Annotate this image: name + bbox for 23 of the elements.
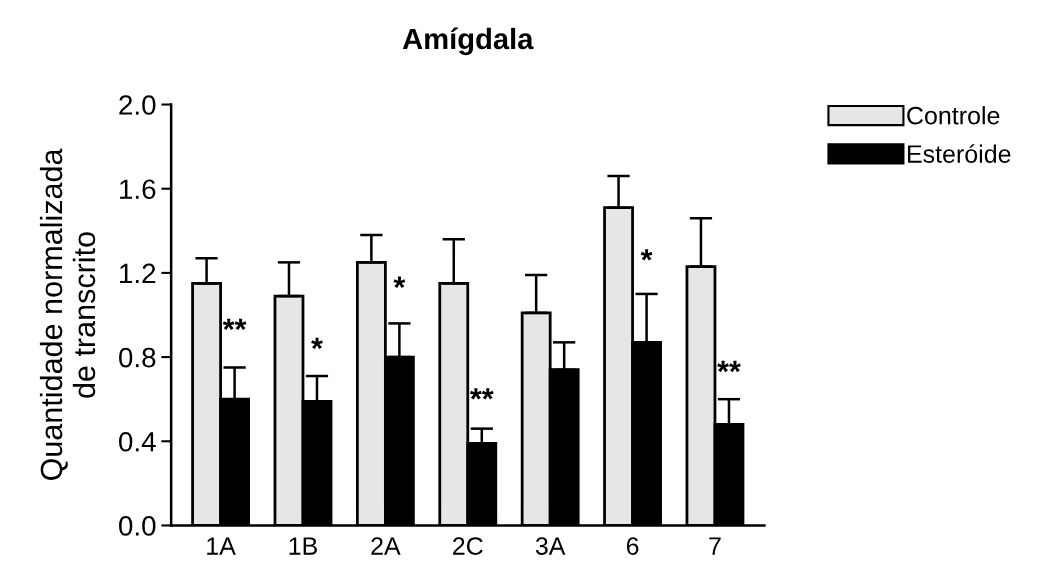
annotation: ** xyxy=(222,318,247,331)
y-tick-label: 0.8 xyxy=(119,347,156,368)
x-tick-label: 3A xyxy=(535,537,566,555)
annotation: ** xyxy=(469,388,494,400)
y-tick-label: 1.2 xyxy=(120,263,156,283)
annotation: * xyxy=(640,249,653,261)
y-axis-title: Quantidade normalizada de transcrito xyxy=(39,148,96,480)
x-tick-label: 6 xyxy=(626,537,639,555)
y-tick-label: 1.6 xyxy=(120,179,156,200)
y-tick-label: 2.0 xyxy=(119,95,156,115)
x-tick-label: 1B xyxy=(289,537,317,555)
x-tick-label: 2A xyxy=(371,537,401,555)
annotation: * xyxy=(311,337,323,350)
x-tick-label: 7 xyxy=(709,537,721,555)
annotation: * xyxy=(393,276,406,288)
legend-label: Controle xyxy=(907,106,1000,125)
chart-title: Amígdala xyxy=(402,27,534,56)
legend-label: Esteróide xyxy=(907,144,1011,163)
y-tick-label: 0.0 xyxy=(119,516,156,536)
x-tick-label: 2C xyxy=(453,537,483,555)
y-tick-label: 0.4 xyxy=(119,431,156,452)
annotation: ** xyxy=(717,360,741,373)
x-tick-label: 1A xyxy=(207,537,236,555)
